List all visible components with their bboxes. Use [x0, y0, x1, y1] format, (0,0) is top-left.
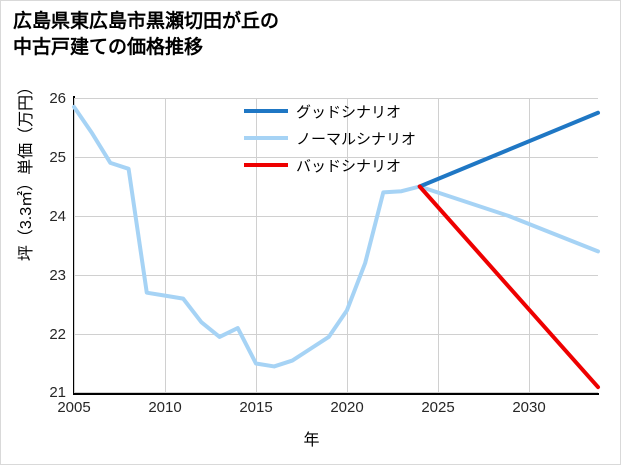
legend-label-bad: バッドシナリオ: [296, 157, 402, 175]
y-tick-label-23: 23: [49, 267, 66, 284]
legend: グッドシナリオ ノーマルシナリオ バッドシナリオ: [244, 99, 474, 180]
legend-swatch-good: [244, 109, 288, 113]
y-tick-label-21: 21: [49, 384, 66, 401]
y-tick-label-24: 24: [49, 208, 66, 225]
gridline-y-22: [74, 334, 598, 335]
legend-item-good: グッドシナリオ: [244, 99, 474, 123]
gridline-x-2005: [74, 98, 75, 393]
gridline-y-24: [74, 216, 598, 217]
gridline-y-23: [74, 275, 598, 276]
x-tick-label-2020: 2020: [330, 399, 364, 416]
legend-label-good: グッドシナリオ: [296, 103, 402, 121]
gridline-y-21: [74, 392, 598, 393]
legend-item-bad: バッドシナリオ: [244, 153, 474, 177]
x-axis-line: [73, 393, 599, 395]
gridline-y-26: [74, 98, 598, 99]
legend-label-normal: ノーマルシナリオ: [296, 130, 417, 148]
y-tick-label-25: 25: [49, 149, 66, 166]
page-title: 広島県東広島市黒瀬切田が丘の 中古戸建ての価格推移: [13, 11, 280, 58]
x-axis-title: 年: [303, 432, 320, 449]
x-tick-label-2015: 2015: [239, 399, 273, 416]
gridline-x-2030: [529, 98, 530, 393]
x-tick-label-2025: 2025: [421, 399, 455, 416]
x-tick-label-2010: 2010: [148, 399, 182, 416]
legend-swatch-bad: [244, 163, 288, 167]
gridline-x-2010: [165, 98, 166, 393]
legend-item-normal: ノーマルシナリオ: [244, 126, 474, 150]
y-tick-label-22: 22: [49, 326, 66, 343]
y-tick-label-26: 26: [49, 90, 66, 107]
x-tick-label-2030: 2030: [512, 399, 546, 416]
x-tick-label-2005: 2005: [57, 399, 91, 416]
y-axis-title: 坪（3.3㎡）単価（万円）: [18, 78, 35, 262]
legend-swatch-normal: [244, 136, 288, 140]
